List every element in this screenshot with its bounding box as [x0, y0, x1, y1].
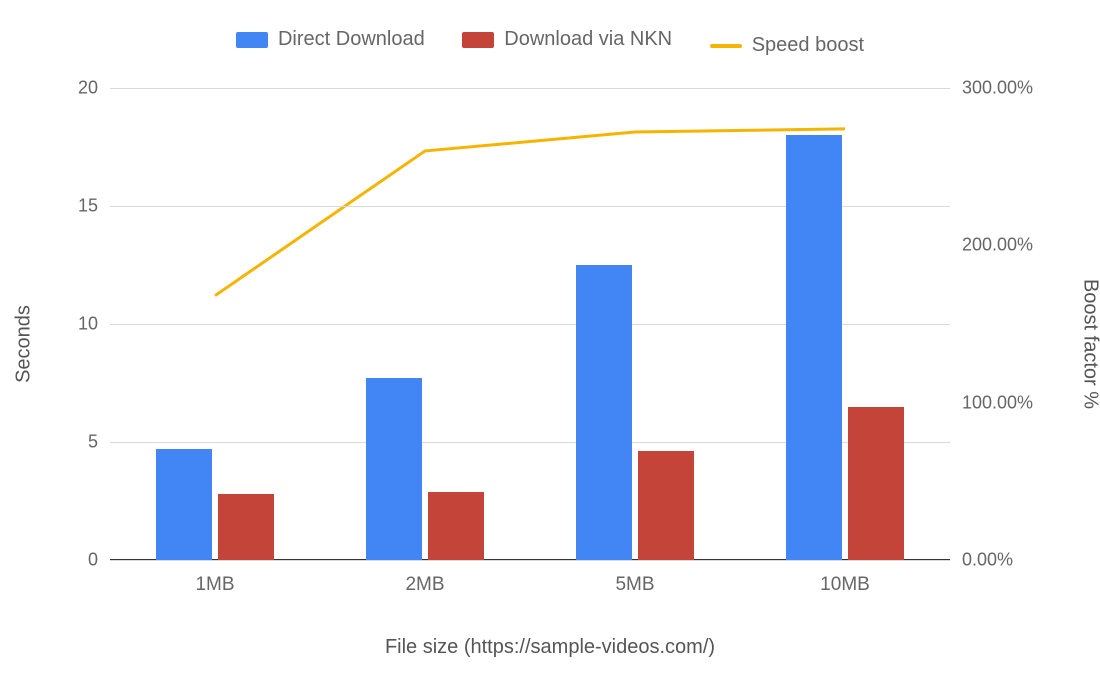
legend-item-nkn: Download via NKN [462, 28, 672, 51]
legend-label: Download via NKN [504, 28, 672, 51]
bar-direct-download [156, 449, 212, 560]
legend-label: Direct Download [278, 28, 425, 51]
y-left-tick-label: 15 [78, 196, 98, 217]
y-right-tick-label: 300.00% [962, 78, 1033, 99]
y-left-tick-label: 20 [78, 78, 98, 99]
gridline [110, 88, 950, 89]
x-axis-title: File size (https://sample-videos.com/) [0, 636, 1100, 659]
bar-download-via-nkn [218, 494, 274, 560]
y-right-tick-label: 200.00% [962, 235, 1033, 256]
y-right-tick-label: 100.00% [962, 392, 1033, 413]
bar-direct-download [366, 378, 422, 560]
y-axis-title-right: Boost factor % [1079, 279, 1100, 409]
x-category-label: 10MB [820, 574, 870, 596]
y-right-tick-label: 0.00% [962, 550, 1013, 571]
x-category-label: 2MB [405, 574, 444, 596]
x-category-label: 1MB [195, 574, 234, 596]
x-category-label: 5MB [615, 574, 654, 596]
legend-item-direct: Direct Download [236, 28, 425, 51]
bar-download-via-nkn [428, 492, 484, 560]
gridline [110, 560, 950, 561]
bar-direct-download [576, 265, 632, 560]
legend-swatch [236, 32, 268, 48]
bar-download-via-nkn [848, 407, 904, 560]
legend-swatch [462, 32, 494, 48]
legend: Direct Download Download via NKN Speed b… [0, 28, 1100, 57]
y-left-tick-label: 5 [88, 432, 98, 453]
chart-container: Direct Download Download via NKN Speed b… [0, 0, 1100, 688]
y-left-tick-label: 10 [78, 314, 98, 335]
bar-download-via-nkn [638, 451, 694, 560]
legend-label: Speed boost [752, 34, 864, 57]
speed-boost-line [215, 129, 845, 296]
legend-swatch-line [710, 44, 742, 48]
y-axis-title-left: Seconds [13, 305, 36, 383]
legend-item-speedboost: Speed boost [710, 34, 864, 57]
y-left-tick-label: 0 [88, 550, 98, 571]
bar-direct-download [786, 135, 842, 560]
plot-area: 051015200.00%100.00%200.00%300.00%1MB2MB… [110, 88, 950, 560]
